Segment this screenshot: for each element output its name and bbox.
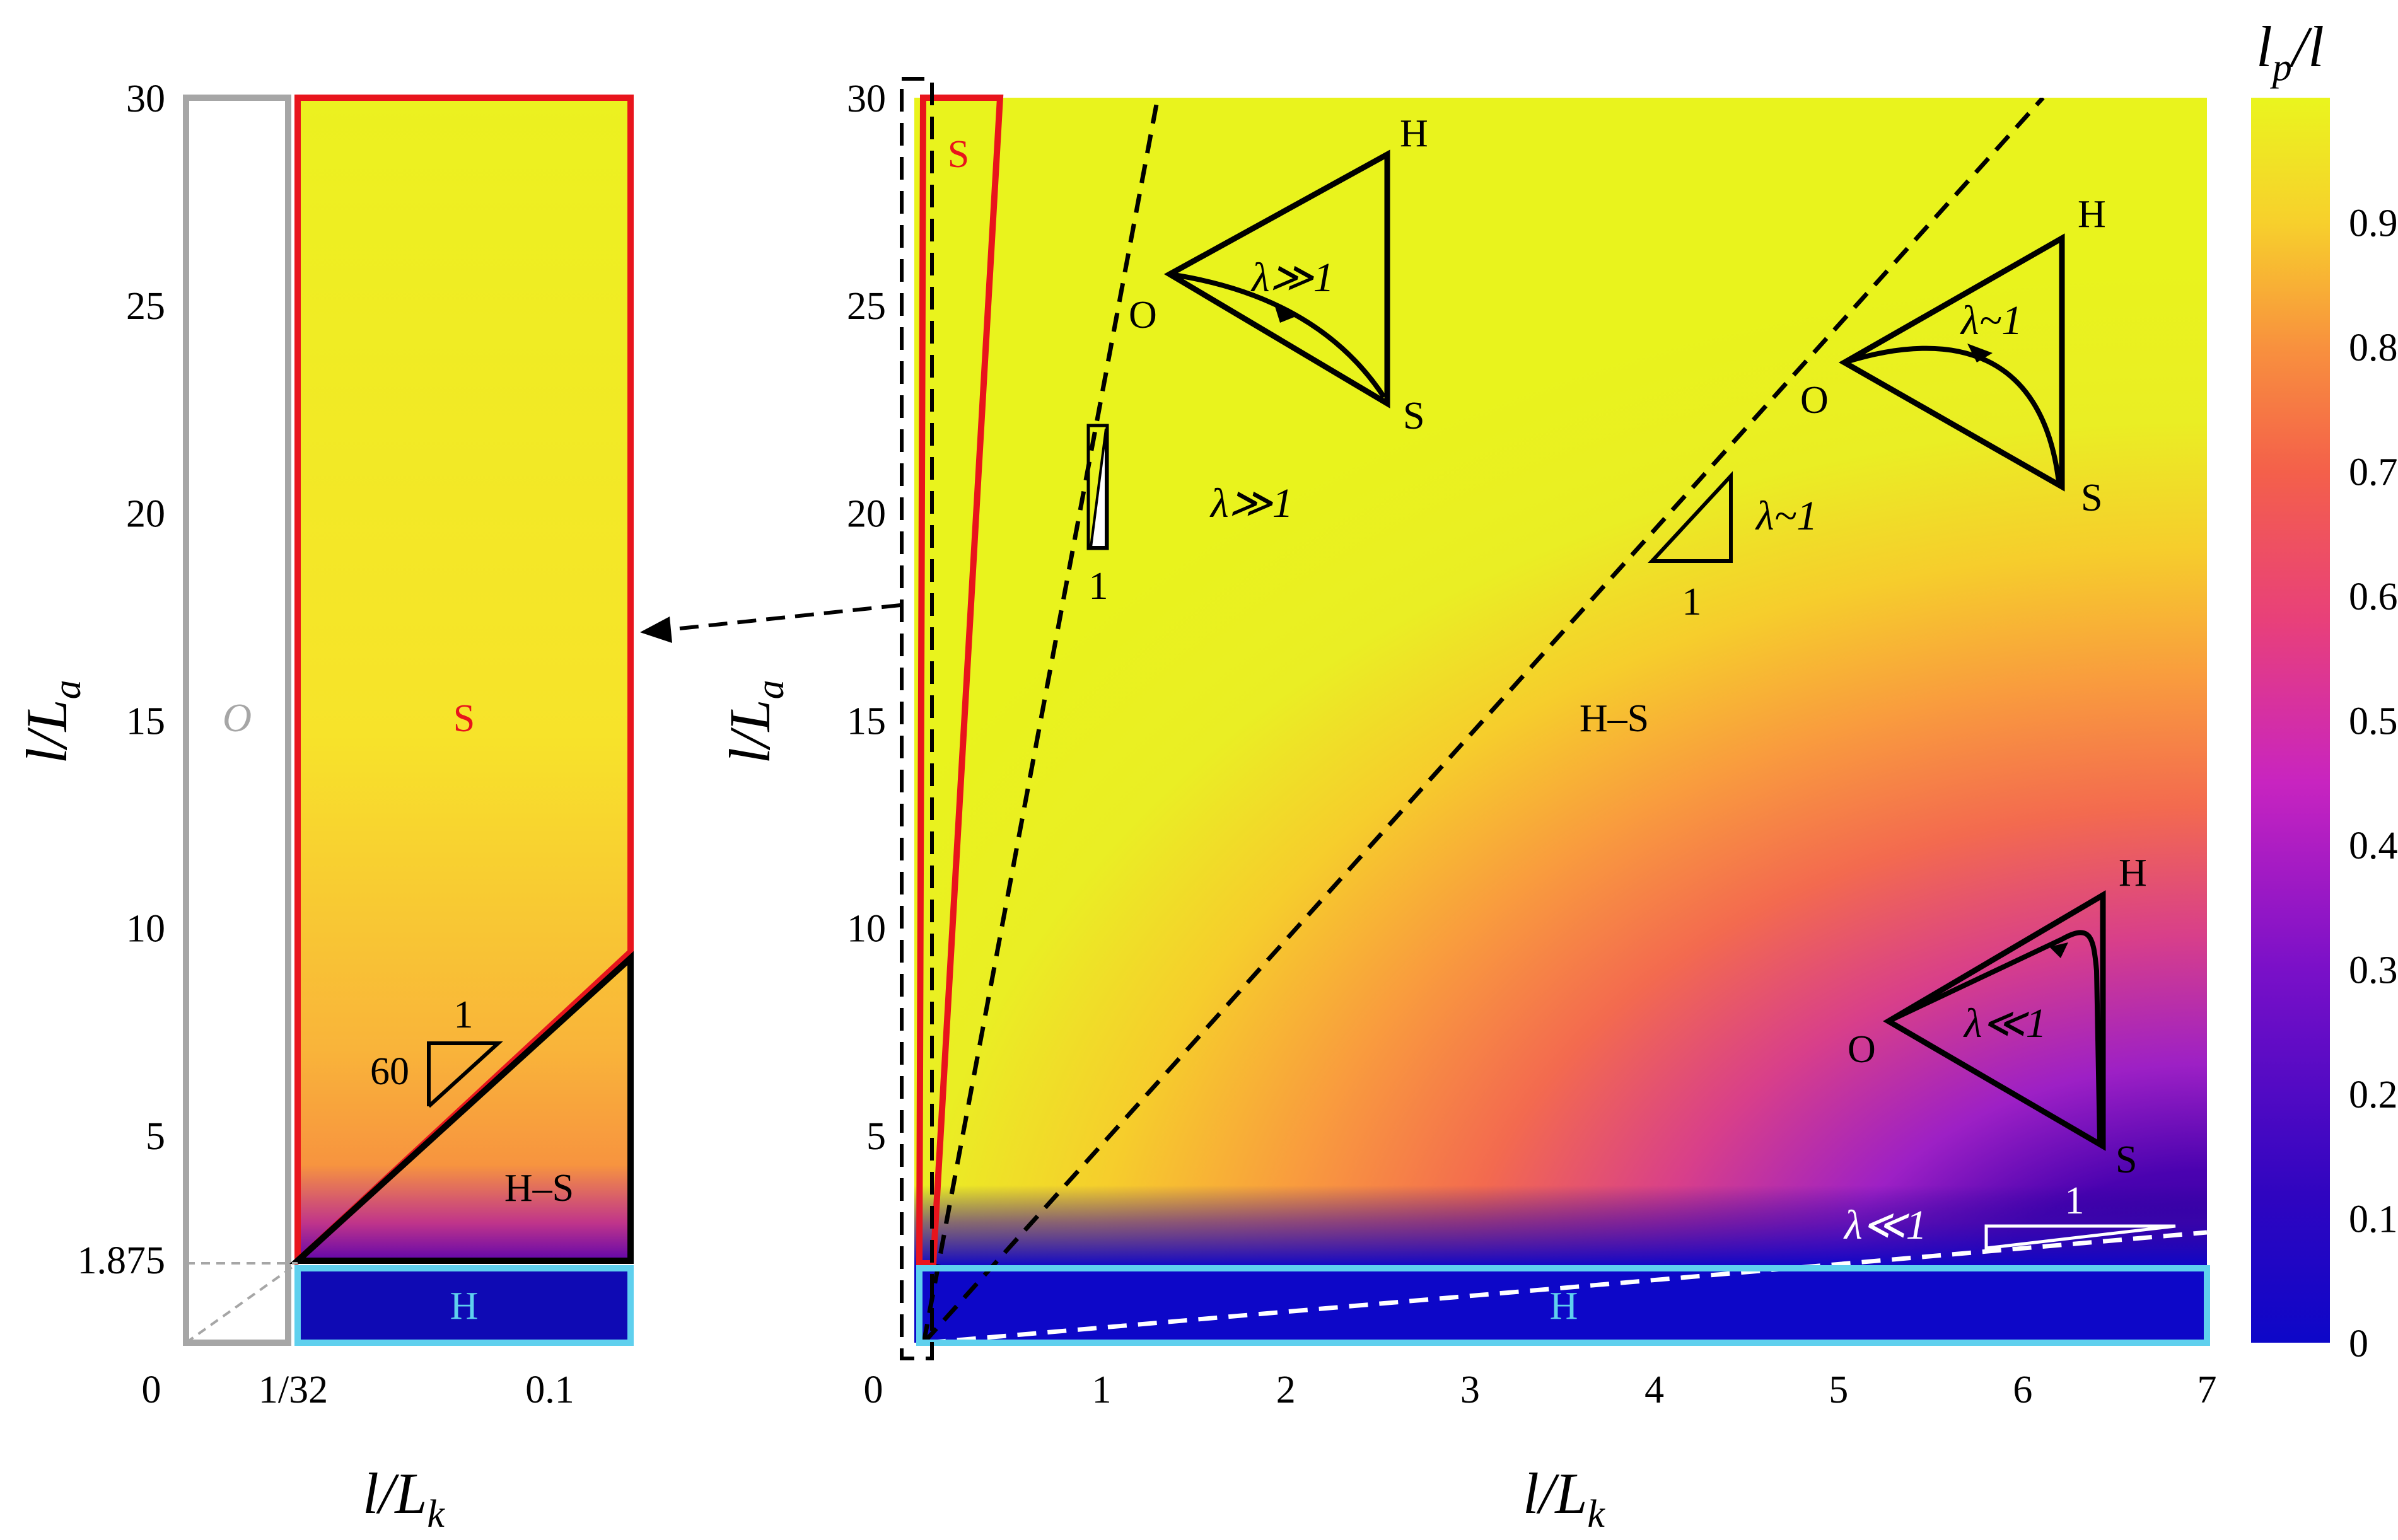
left-y-tick-10: 10 bbox=[126, 908, 165, 951]
inset-sim-path-label: λ~1 bbox=[1960, 298, 2022, 344]
left-y-axis-label: l/La bbox=[15, 680, 89, 763]
boundary-line-lambda-sim bbox=[922, 98, 2045, 1343]
heatmap-fill bbox=[914, 98, 2207, 1343]
inset-ll-vertex-o: O bbox=[1848, 1028, 1876, 1071]
right-x-axis-label: l/Lk bbox=[1523, 1461, 1605, 1536]
left-y-tick-30: 30 bbox=[126, 78, 165, 120]
colorbar-fill bbox=[2251, 98, 2330, 1343]
inset-sim-vertex-s: S bbox=[2081, 477, 2102, 519]
left-h-region-border bbox=[294, 1265, 634, 1346]
ternary-inset-gg: H O S λ≫1 bbox=[1129, 112, 1428, 437]
slope-marker-gg-triangle bbox=[1089, 428, 1107, 548]
slope-marker-sim bbox=[1648, 471, 1733, 563]
left-y-ticks: 5 10 15 20 25 30 bbox=[126, 78, 165, 1158]
boundary-line-lambda-ll bbox=[926, 1230, 2207, 1343]
inset-gg-vertex-h: H bbox=[1400, 112, 1428, 155]
left-s-label: S bbox=[453, 697, 475, 740]
left-y-tick-5: 5 bbox=[146, 1115, 165, 1158]
right-y-tick-25: 25 bbox=[847, 285, 886, 328]
colorbar-tick-0.7: 0.7 bbox=[2349, 451, 2398, 494]
slope-marker-ll-rise: 1 bbox=[2065, 1179, 2085, 1222]
right-y-tick-10: 10 bbox=[847, 908, 886, 951]
left-o-region-border bbox=[183, 95, 291, 1346]
left-h-fill bbox=[298, 1266, 631, 1343]
left-slope-rise: 1 bbox=[454, 993, 474, 1036]
right-h-label: H bbox=[1550, 1285, 1578, 1328]
right-x-tick-0: 0 bbox=[864, 1369, 883, 1411]
inset-ll-vertex-h: H bbox=[2119, 852, 2147, 894]
right-x-tick-4: 4 bbox=[1644, 1369, 1664, 1411]
ternary-inset-ll: H O S λ≪1 bbox=[1848, 852, 2147, 1181]
slope-marker-sim-run: 1 bbox=[1682, 581, 1702, 623]
inset-gg-path-label: λ≫1 bbox=[1250, 255, 1334, 301]
right-y-tick-15: 15 bbox=[847, 700, 886, 743]
zoom-dashed-box bbox=[900, 77, 934, 1360]
right-x-tick-3: 3 bbox=[1460, 1369, 1480, 1411]
inset-ll-vertex-s: S bbox=[2116, 1138, 2137, 1181]
right-x-tick-5: 5 bbox=[1829, 1369, 1848, 1411]
right-y-tick-20: 20 bbox=[847, 492, 886, 535]
right-y-ticks: 5 10 15 20 25 30 bbox=[847, 78, 886, 1158]
colorbar-tick-0.2: 0.2 bbox=[2349, 1074, 2398, 1116]
inset-sim-vertex-o: O bbox=[1800, 379, 1829, 422]
slope-marker-gg-run: 1 bbox=[1089, 565, 1109, 608]
ternary-inset-sim: H O S λ~1 bbox=[1800, 193, 2106, 519]
right-s-label: S bbox=[948, 133, 969, 176]
lambda-gg-label: λ≫1 bbox=[1209, 480, 1293, 526]
left-y-tick-25: 25 bbox=[126, 285, 165, 328]
colorbar-tick-0: 0 bbox=[2349, 1323, 2368, 1365]
lambda-ll-label: λ≪1 bbox=[1843, 1202, 1927, 1248]
left-x-tick-0: 0 bbox=[142, 1369, 161, 1411]
left-x-tick-1-32: 1/32 bbox=[259, 1369, 328, 1411]
left-slope-triangle bbox=[427, 1041, 503, 1108]
right-x-ticks: 0 1 2 3 4 5 6 7 bbox=[864, 1369, 2217, 1411]
zoom-arrow bbox=[640, 603, 901, 643]
left-heat-fill bbox=[298, 98, 631, 1258]
lambda-sim-label: λ~1 bbox=[1755, 493, 1817, 539]
colorbar: lp/l 0 0.1 0.2 0.3 0.4 0.5 0.6 0.7 0.8 0.9 bbox=[2251, 14, 2398, 1365]
colorbar-tick-0.4: 0.4 bbox=[2349, 825, 2398, 867]
right-s-region-border bbox=[916, 95, 1004, 1266]
inset-gg-vertex-s: S bbox=[1403, 395, 1424, 437]
colorbar-tick-0.3: 0.3 bbox=[2349, 949, 2398, 992]
left-x-axis-label: l/Lk bbox=[363, 1461, 445, 1536]
left-dashed-guide-diag bbox=[185, 1262, 299, 1344]
right-y-axis-label: l/La bbox=[718, 680, 792, 763]
slope-marker-ll bbox=[1984, 1224, 2176, 1250]
right-x-tick-7: 7 bbox=[2197, 1369, 2217, 1411]
right-h-region-border bbox=[916, 1265, 2210, 1346]
right-hs-label: H–S bbox=[1580, 697, 1649, 740]
colorbar-tick-0.8: 0.8 bbox=[2349, 327, 2398, 369]
left-slope-run: 60 bbox=[370, 1050, 409, 1093]
right-x-tick-6: 6 bbox=[2013, 1369, 2032, 1411]
right-x-tick-1: 1 bbox=[1092, 1369, 1112, 1411]
left-o-label: O bbox=[223, 695, 252, 740]
left-y-tick-20: 20 bbox=[126, 492, 165, 535]
colorbar-tick-0.5: 0.5 bbox=[2349, 700, 2398, 743]
right-panel: S H H–S 1 λ≫1 1 λ~1 1 λ≪1 H O S λ≫1 bbox=[718, 77, 2217, 1536]
left-hs-region-border bbox=[289, 951, 634, 1264]
left-hs-label: H–S bbox=[504, 1167, 574, 1210]
colorbar-label: lp/l bbox=[2256, 14, 2324, 89]
left-x-tick-0.1: 0.1 bbox=[525, 1369, 574, 1411]
heatmap-h-band bbox=[914, 1267, 2207, 1343]
right-x-tick-2: 2 bbox=[1276, 1369, 1296, 1411]
inset-gg-vertex-o: O bbox=[1129, 294, 1157, 337]
left-y-tick-1.875: 1.875 bbox=[78, 1239, 166, 1282]
left-h-label: H bbox=[450, 1285, 479, 1328]
right-y-tick-30: 30 bbox=[847, 78, 886, 120]
right-y-tick-5: 5 bbox=[866, 1115, 886, 1158]
inset-ll-path-label: λ≪1 bbox=[1963, 1000, 2047, 1046]
colorbar-tick-0.9: 0.9 bbox=[2349, 202, 2398, 245]
inset-sim-vertex-h: H bbox=[2078, 193, 2106, 236]
colorbar-ticks: 0 0.1 0.2 0.3 0.4 0.5 0.6 0.7 0.8 0.9 bbox=[2349, 202, 2398, 1366]
left-y-tick-15: 15 bbox=[126, 700, 165, 743]
colorbar-tick-0.1: 0.1 bbox=[2349, 1198, 2398, 1241]
colorbar-tick-0.6: 0.6 bbox=[2349, 576, 2398, 618]
